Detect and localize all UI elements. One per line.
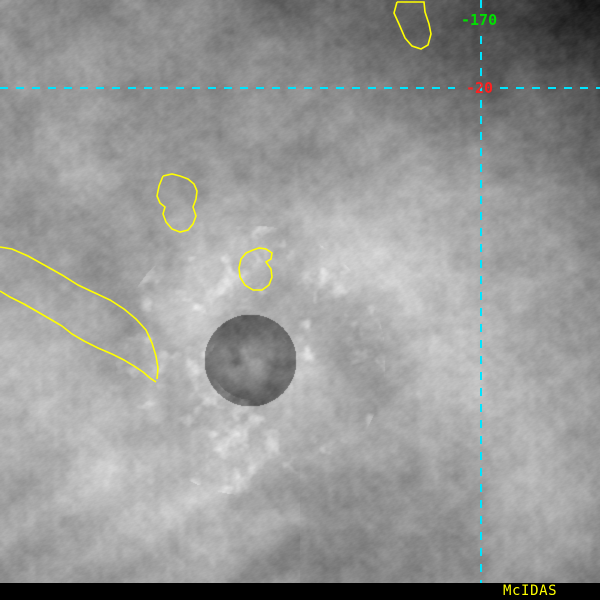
info-bar-text: 10001 HIMAWARI-8 1 10 FEB 22041 052000 1… <box>0 583 569 600</box>
satellite-image[interactable] <box>0 0 600 583</box>
latitude-label: -20 <box>466 79 494 97</box>
info-bar: 10001 HIMAWARI-8 1 10 FEB 22041 052000 1… <box>0 583 600 600</box>
mcidas-brand-label: McIDAS <box>503 583 558 599</box>
longitude-label: -170 <box>461 11 498 29</box>
